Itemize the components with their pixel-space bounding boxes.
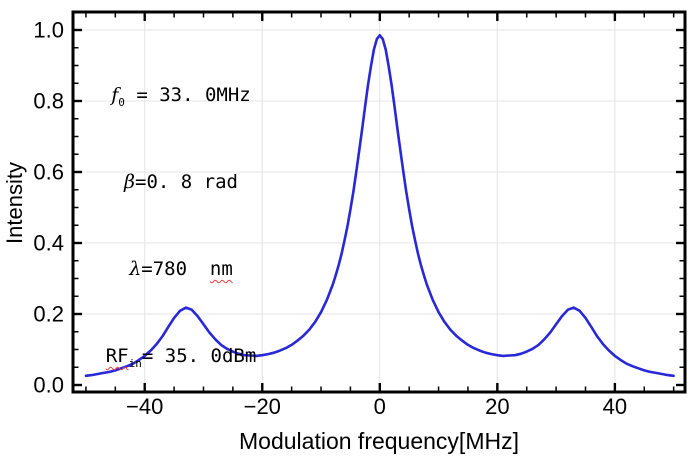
rf-label: RFin [105, 345, 142, 370]
x-tick-label: −40 [126, 394, 163, 419]
annotation-line-f0: f0 = 33. 0MHz [90, 81, 272, 110]
lambda-unit: nm [209, 258, 233, 280]
f0-subscript: 0 [118, 95, 125, 109]
x-tick-label: 20 [485, 394, 509, 419]
x-axis-title: Modulation frequency[MHz] [239, 428, 519, 454]
annotation-line-beta: β=0. 8 rad [90, 168, 272, 197]
lambda-symbol: λ [129, 258, 142, 280]
rf-value: = 35. 0dBm [141, 345, 257, 367]
y-axis-title: Intensity [2, 162, 27, 244]
f0-symbol: f [111, 84, 119, 106]
x-tick-label: 40 [603, 394, 627, 419]
y-tick-label: 0.6 [33, 160, 64, 185]
x-tick-label: −20 [244, 394, 281, 419]
rf-subscript: in [128, 356, 142, 370]
annotation-line-lambda: λ=780 nm [90, 255, 272, 284]
y-tick-label: 0.8 [33, 89, 64, 114]
beta-symbol: β [124, 171, 136, 193]
spectrum-curve [84, 33, 675, 378]
y-tick-label: 0.0 [33, 373, 64, 398]
y-tick-label: 1.0 [33, 18, 64, 43]
lambda-value: =780 [141, 258, 210, 280]
y-tick-label: 0.4 [33, 231, 64, 256]
plot-frame [71, 10, 687, 394]
beta-value: =0. 8 rad [135, 171, 238, 193]
y-tick-label: 0.2 [33, 302, 64, 327]
x-tick-label: 0 [374, 394, 386, 419]
annotation-line-rf: RFin= 35. 0dBm [90, 342, 272, 371]
rf-symbol: RF [105, 345, 129, 367]
f0-value: = 33. 0MHz [124, 84, 251, 106]
plot-annotation: f0 = 33. 0MHz β=0. 8 rad λ=780 nm RFin= … [90, 23, 272, 429]
